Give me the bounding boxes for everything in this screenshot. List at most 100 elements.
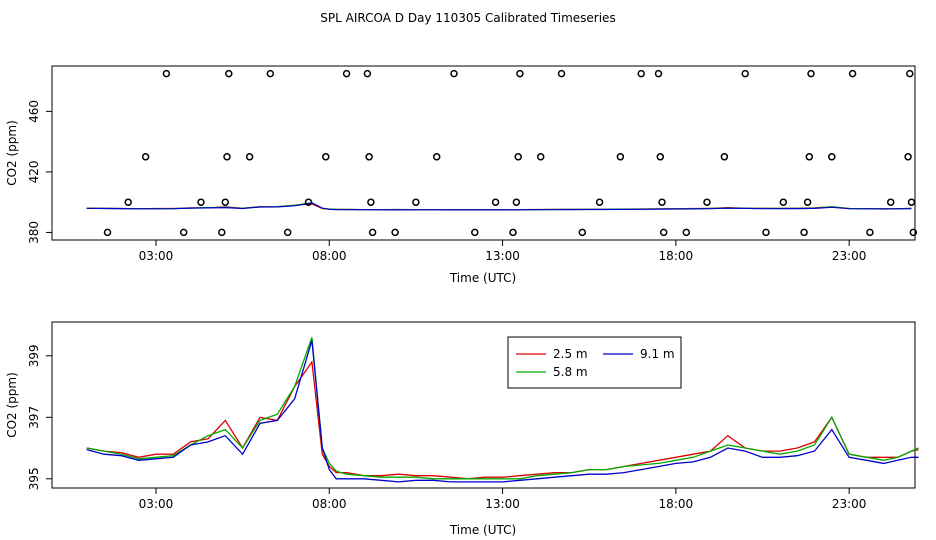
calibration-point [909, 228, 918, 237]
calibration-point [659, 228, 668, 237]
series-line-5.8m [86, 337, 919, 480]
series-lines [86, 202, 912, 211]
series-line-9.1m [86, 340, 919, 483]
x-axis: 03:00 08:00 13:00 18:00 23:00 [139, 240, 867, 263]
x-tick-label: 13:00 [485, 497, 520, 511]
calibration-point [266, 69, 275, 78]
x-tick-label: 13:00 [485, 249, 520, 263]
calibration-point [322, 153, 330, 161]
calibration-point [179, 228, 188, 237]
y-tick-label: 397 [27, 406, 41, 429]
co2-calibration-panel: 03:00 08:00 13:00 18:00 23:00 380 420 460 Time… [5, 65, 918, 285]
x-axis-label: Time (UTC) [449, 271, 516, 285]
calibration-point [283, 228, 292, 237]
calibration-point [720, 153, 729, 161]
y-tick-label: 460 [27, 100, 41, 123]
y-tick-label: 399 [27, 344, 41, 367]
x-axis: 03:00 08:00 13:00 18:00 23:00 [139, 488, 867, 511]
calibration-point [450, 69, 458, 78]
y-tick-label: 380 [27, 221, 41, 244]
calibration-point [141, 153, 150, 161]
plot-frame [51, 321, 916, 489]
calibration-point [658, 198, 666, 206]
calibration-point [368, 228, 377, 237]
calibration-points [103, 69, 918, 237]
calibration-point [654, 69, 663, 78]
calibration-point [866, 228, 874, 237]
calibration-point [779, 198, 788, 206]
calibration-point [103, 228, 112, 237]
calibration-point [828, 153, 836, 161]
calibration-point [225, 69, 233, 78]
calibration-point [342, 69, 351, 78]
y-axis-label: CO2 (ppm) [5, 372, 19, 438]
x-tick-label: 23:00 [832, 249, 867, 263]
calibration-point [904, 153, 912, 161]
calibration-point [906, 69, 914, 78]
calibration-point [304, 198, 313, 206]
calibration-point [886, 198, 895, 206]
legend-box [507, 336, 682, 389]
legend-label-2.5m: 2.5 m [553, 347, 588, 361]
legend-label-5.8m: 5.8 m [553, 365, 588, 379]
calibration-point [516, 69, 524, 78]
calibration-point [367, 198, 375, 206]
calibration-point [509, 228, 517, 237]
series-line-2.5m [86, 360, 919, 480]
x-tick-label: 18:00 [659, 249, 694, 263]
calibration-point [703, 198, 711, 206]
calibration-point [848, 69, 857, 78]
x-tick-label: 08:00 [312, 497, 347, 511]
calibration-point [637, 69, 645, 78]
calibration-point [218, 228, 226, 237]
series-line-9.1m [86, 202, 912, 211]
calibration-point [512, 198, 521, 206]
calibration-point [800, 228, 808, 237]
calibration-point [803, 198, 812, 206]
calibration-point [557, 69, 566, 78]
y-axis: 395 397 399 [27, 344, 52, 490]
calibration-point [162, 69, 171, 78]
calibration-point [363, 69, 372, 78]
calibration-point [221, 198, 230, 206]
calibration-point [741, 69, 749, 78]
calibration-point [365, 153, 373, 161]
calibration-point [805, 153, 814, 161]
plot-frame [51, 65, 916, 241]
calibration-point [245, 153, 254, 161]
x-tick-label: 23:00 [832, 497, 867, 511]
y-axis: 380 420 460 [27, 100, 52, 244]
calibration-point [656, 153, 665, 161]
calibration-point [197, 198, 205, 206]
x-tick-label: 03:00 [139, 249, 174, 263]
calibration-point [762, 228, 770, 237]
calibration-point [391, 228, 399, 237]
y-axis-label: CO2 (ppm) [5, 120, 19, 186]
calibration-point [595, 198, 604, 206]
calibration-point [432, 153, 441, 161]
legend-label-9.1m: 9.1 m [640, 347, 675, 361]
y-tick-label: 395 [27, 467, 41, 490]
x-tick-label: 08:00 [312, 249, 347, 263]
calibration-point [807, 69, 815, 78]
calibration-point [578, 228, 587, 237]
co2-timeseries-panel: 03:00 08:00 13:00 18:00 23:00 395 397 399 Time… [5, 321, 919, 537]
y-tick-label: 420 [27, 160, 41, 183]
series-lines [86, 337, 919, 483]
chart-title: SPL AIRCOA D Day 110305 Calibrated Times… [320, 11, 615, 25]
calibration-point [471, 228, 479, 237]
x-tick-label: 03:00 [139, 497, 174, 511]
calibration-point [124, 198, 132, 206]
calibration-point [682, 228, 691, 237]
calibration-point [514, 153, 522, 161]
calibration-point [223, 153, 231, 161]
calibration-point [412, 198, 420, 206]
legend: 2.5 m 5.8 m 9.1 m [507, 336, 682, 389]
x-axis-label: Time (UTC) [449, 523, 516, 537]
calibration-point [536, 153, 545, 161]
calibration-point [616, 153, 625, 161]
calibration-point [491, 198, 500, 206]
x-tick-label: 18:00 [659, 497, 694, 511]
calibration-point [907, 198, 916, 206]
